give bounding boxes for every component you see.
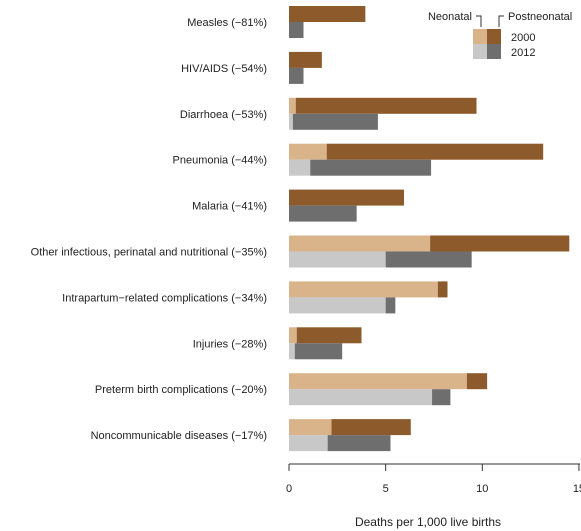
legend-postneonatal-connector [498, 15, 504, 27]
legend-swatch-neonatal-2012 [473, 44, 487, 59]
bar-postneonatal-2012 [310, 159, 432, 176]
bar-neonatal-2000 [289, 419, 332, 436]
bar-postneonatal-2012 [385, 251, 472, 268]
category-label: Intrapartum−related complications (−34%) [62, 292, 267, 304]
legend: Neonatal Postneonatal 2000 2012 [428, 11, 572, 59]
legend-swatch-postneonatal-2000 [487, 29, 501, 44]
bar-neonatal-2012 [289, 113, 293, 130]
category-label: Injuries (−28%) [193, 338, 267, 350]
bars [289, 6, 570, 452]
bar-postneonatal-2000 [466, 373, 488, 390]
category-label: Other infectious, perinatal and nutritio… [31, 247, 267, 259]
bar-neonatal-2000 [289, 373, 467, 390]
bar-postneonatal-2000 [289, 51, 322, 68]
category-label: HIV/AIDS (−54%) [181, 63, 267, 75]
bar-postneonatal-2000 [430, 235, 570, 252]
bar-neonatal-2012 [289, 159, 311, 176]
legend-swatch-neonatal-2000 [473, 29, 487, 44]
legend-neonatal-connector [476, 15, 482, 27]
category-label: Diarrhoea (−53%) [180, 109, 267, 121]
bar-neonatal-2000 [289, 97, 296, 114]
bar-neonatal-2012 [289, 297, 386, 314]
bar-neonatal-2012 [289, 343, 295, 360]
category-labels: Measles (−81%) HIV/AIDS (−54%) Diarrhoea (… [31, 17, 267, 442]
bar-postneonatal-2012 [327, 435, 391, 452]
bar-postneonatal-2000 [331, 419, 411, 436]
bar-postneonatal-2012 [432, 389, 451, 406]
bar-neonatal-2000 [289, 235, 431, 252]
category-label: Measles (−81%) [187, 17, 267, 29]
x-tick-label: 15 [573, 483, 581, 495]
x-axis-label: Deaths per 1,000 live births [355, 515, 501, 529]
bar-postneonatal-2000 [295, 97, 477, 114]
x-tick-label: 10 [476, 483, 488, 495]
bar-postneonatal-2000 [289, 6, 366, 22]
legend-neonatal-label: Neonatal [428, 11, 472, 23]
bar-postneonatal-2000 [289, 189, 405, 206]
bar-postneonatal-2000 [296, 327, 362, 344]
bar-postneonatal-2012 [292, 113, 378, 130]
bar-postneonatal-2012 [385, 297, 396, 314]
category-label: Noncommunicable diseases (−17%) [91, 430, 267, 442]
legend-year-label: 2000 [511, 32, 535, 44]
bar-postneonatal-2012 [294, 343, 343, 360]
category-label: Malaria (−41%) [192, 201, 267, 213]
bar-neonatal-2012 [289, 435, 328, 452]
category-label: Pneumonia (−44%) [173, 155, 267, 167]
x-tick-label: 0 [286, 483, 292, 495]
bar-neonatal-2000 [289, 327, 297, 344]
bar-neonatal-2000 [289, 281, 438, 298]
bar-neonatal-2012 [289, 389, 433, 406]
legend-postneonatal-label: Postneonatal [508, 11, 572, 23]
bar-postneonatal-2012 [289, 67, 304, 84]
bar-neonatal-2012 [289, 251, 386, 268]
x-tick-label: 5 [383, 483, 389, 495]
bar-postneonatal-2000 [437, 281, 448, 298]
category-label: Preterm birth complications (−20%) [95, 384, 267, 396]
bar-postneonatal-2012 [289, 205, 357, 222]
bar-postneonatal-2000 [326, 143, 544, 160]
legend-year-label: 2012 [511, 47, 535, 59]
x-axis: 0 5 10 15 [286, 463, 581, 495]
bar-neonatal-2000 [289, 143, 327, 160]
bar-postneonatal-2012 [289, 22, 304, 38]
legend-swatch-postneonatal-2012 [487, 44, 501, 59]
